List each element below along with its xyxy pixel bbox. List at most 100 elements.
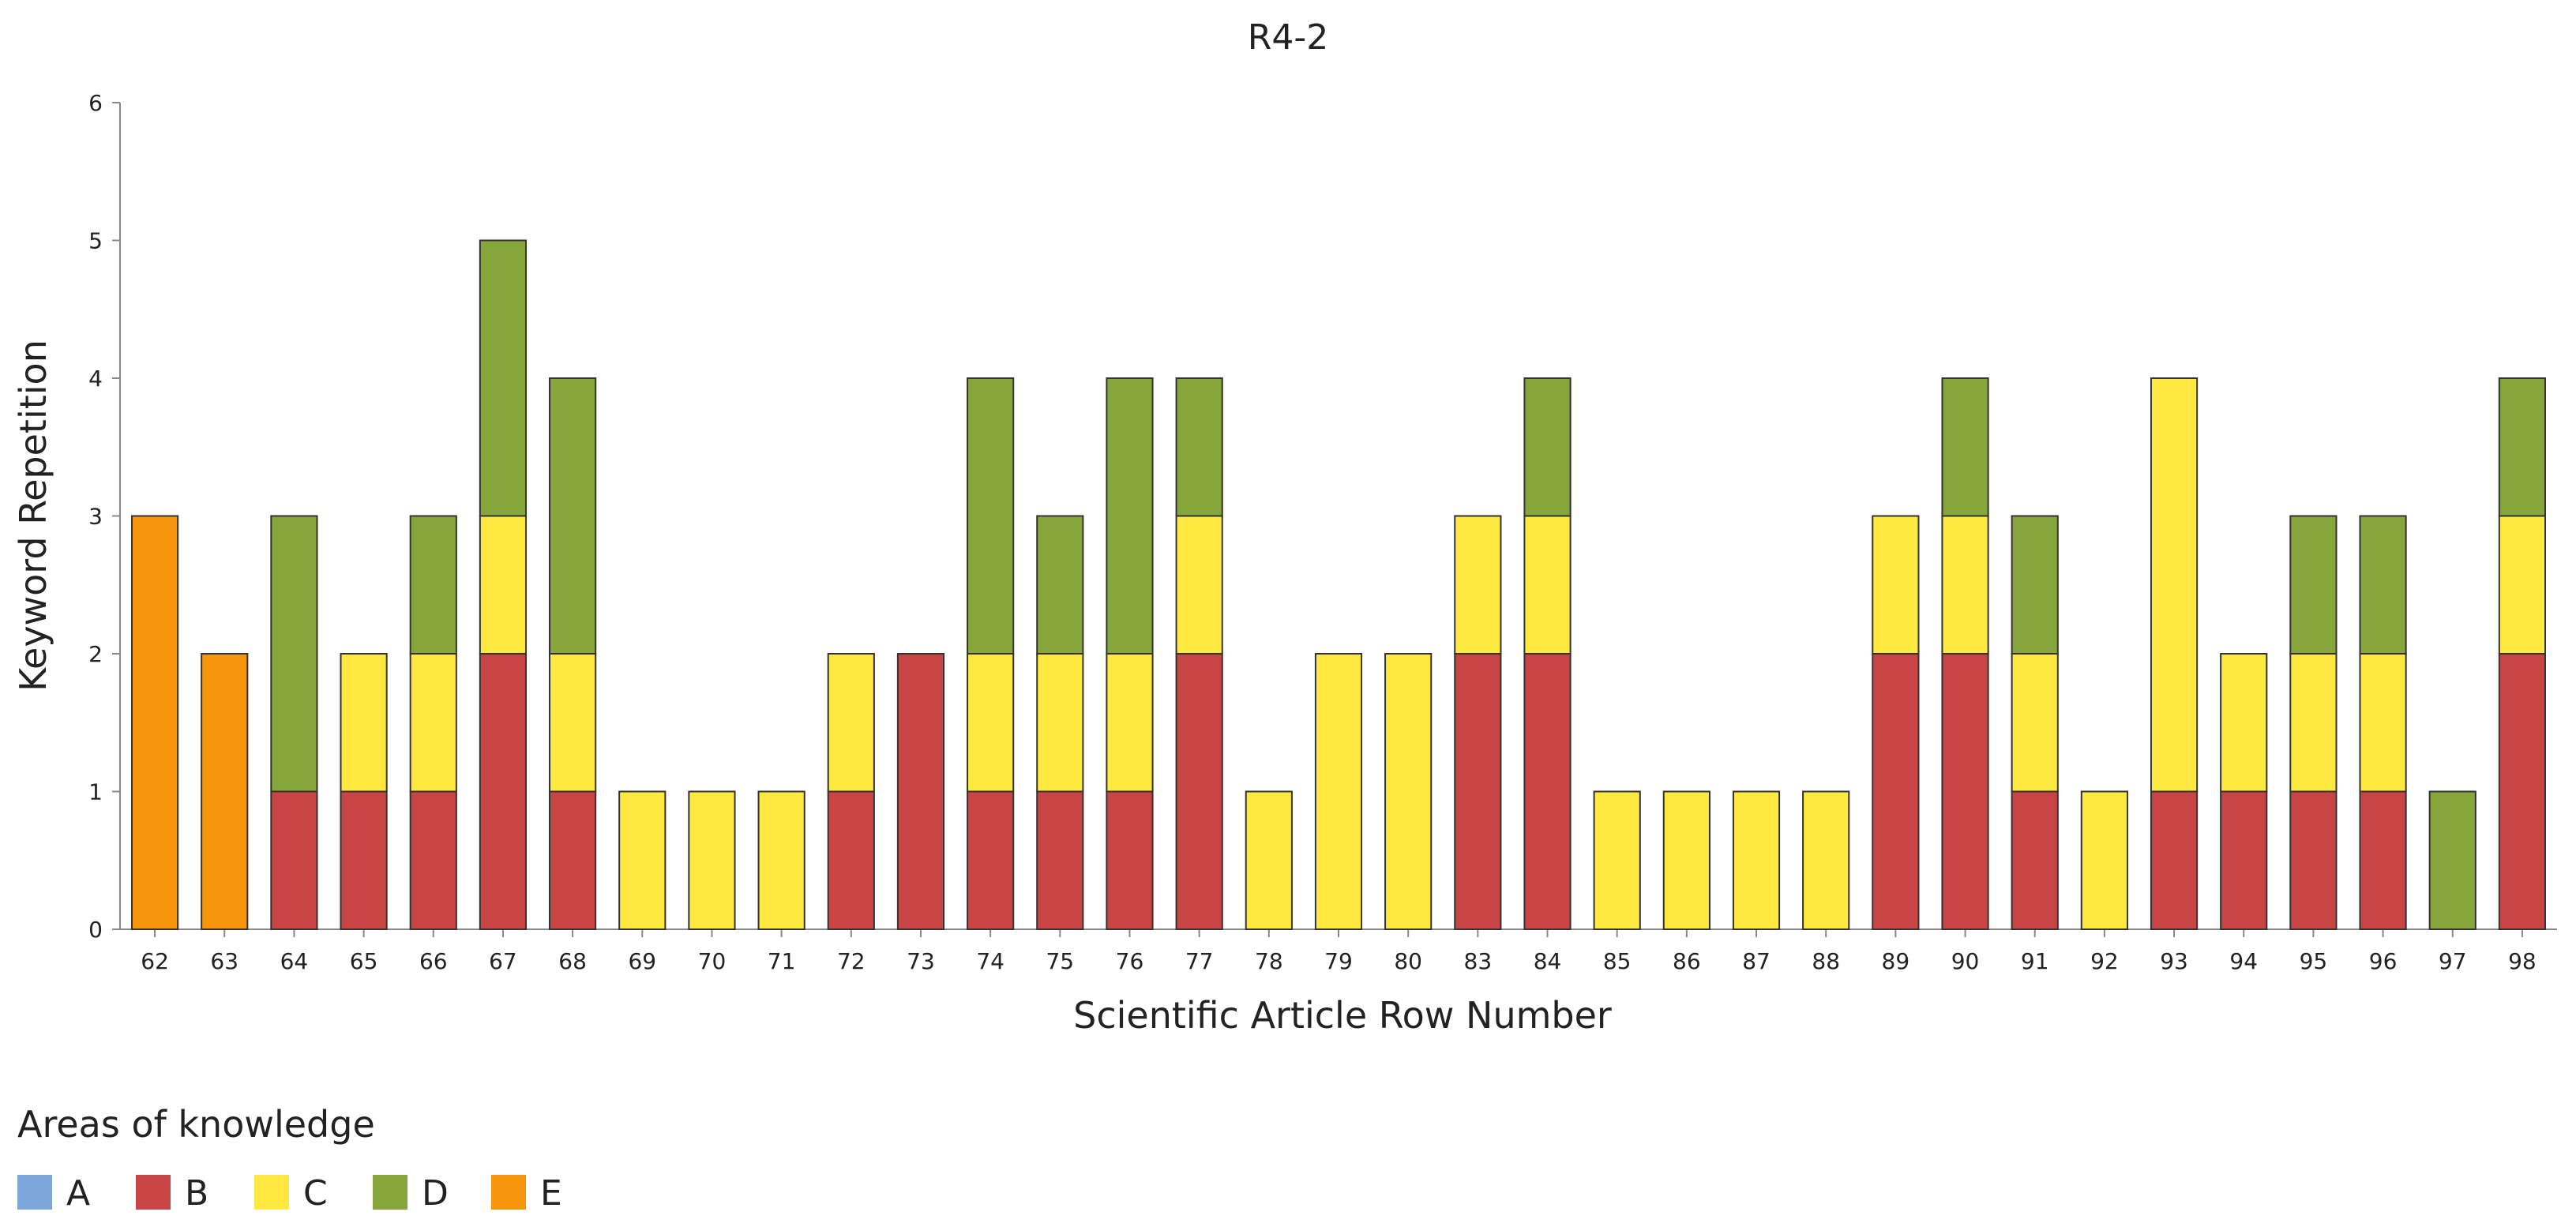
bar-segment-83-c [1454,515,1502,655]
x-tick-label: 95 [2300,948,2328,974]
x-tick-label: 62 [141,948,169,974]
bar-segment-77-b [1175,653,1223,930]
bar-segment-74-d [967,377,1015,655]
bar-segment-77-c [1175,515,1223,655]
bar-segment-95-c [2289,653,2338,793]
x-tick-label: 87 [1742,948,1771,974]
bar-segment-91-b [2011,790,2059,930]
legend-swatch-b [136,1175,171,1210]
x-tick-label: 92 [2090,948,2119,974]
bar-segment-77-d [1175,377,1223,517]
x-tick-label: 77 [1185,948,1214,974]
bar-segment-65-b [340,790,388,930]
y-tick-label: 5 [88,228,103,254]
bar-segment-75-c [1036,653,1084,793]
x-axis-label: Scientific Article Row Number [1073,994,1612,1037]
y-tick-label: 3 [88,504,103,530]
legend-swatch-a [17,1175,52,1210]
bar-segment-63-e [201,653,249,930]
bar-segment-75-b [1036,790,1084,930]
x-tick-label: 85 [1603,948,1632,974]
x-tick-label: 86 [1673,948,1701,974]
x-tick-label: 69 [628,948,656,974]
bar-segment-85-c [1593,790,1641,930]
bar-segment-84-d [1523,377,1572,517]
x-tick-label: 63 [210,948,238,974]
x-tick-label: 97 [2439,948,2467,974]
x-tick-label: 74 [976,948,1004,974]
bar-segment-76-c [1106,653,1154,793]
legend: A B C D E [17,1173,562,1214]
x-tick-label: 66 [419,948,448,974]
bar-segment-89-b [1872,653,1920,930]
bar-segment-78-c [1245,790,1293,930]
y-tick-label: 0 [88,917,103,943]
legend-label-c: C [303,1173,328,1214]
x-tick-label: 88 [1812,948,1840,974]
legend-swatch-e [491,1175,526,1210]
x-tick-label: 76 [1116,948,1144,974]
bar-segment-68-d [549,377,597,655]
bar-segment-67-c [479,515,528,655]
bar-segment-84-b [1523,653,1572,930]
bar-segment-93-b [2150,790,2199,930]
x-tick-label: 72 [837,948,866,974]
bar-segment-98-b [2498,653,2547,930]
bar-segment-76-b [1106,790,1154,930]
bar-segment-80-c [1384,653,1433,930]
bar-segment-76-d [1106,377,1154,655]
bar-segment-97-d [2428,790,2476,930]
bar-segment-94-b [2220,790,2268,930]
bar-segment-92-c [2080,790,2128,930]
x-tick-label: 98 [2508,948,2537,974]
legend-swatch-d [373,1175,407,1210]
y-axis-label: Keyword Repetition [12,340,54,692]
x-tick-label: 67 [489,948,517,974]
bar-segment-84-c [1523,515,1572,655]
y-tick-label: 2 [88,641,103,667]
legend-swatch-c [254,1175,289,1210]
bar-segment-79-c [1314,653,1363,930]
bar-segment-90-d [1941,377,1989,517]
bar-segment-91-d [2011,515,2059,655]
bar-segment-87-c [1732,790,1781,930]
bar-segment-72-b [827,790,875,930]
x-tick-label: 71 [768,948,796,974]
bar-segment-68-b [549,790,597,930]
y-tick-label: 4 [88,366,103,392]
x-tick-label: 93 [2160,948,2188,974]
bar-segment-73-b [896,653,945,930]
y-tick-label: 1 [88,779,103,805]
bar-segment-64-d [270,515,318,793]
bar-segment-96-d [2359,515,2407,655]
chart-title: R4-2 [1248,17,1328,58]
bar-segment-74-b [967,790,1015,930]
bar-segment-91-c [2011,653,2059,793]
x-tick-label: 79 [1324,948,1353,974]
legend-title: Areas of knowledge [17,1103,375,1146]
x-tick-label: 90 [1951,948,1980,974]
bar-segment-86-c [1662,790,1710,930]
bar-segment-95-d [2289,515,2338,655]
bar-segment-98-c [2498,515,2547,655]
bar-segment-66-d [409,515,457,655]
x-tick-label: 80 [1394,948,1422,974]
x-tick-label: 89 [1882,948,1910,974]
x-axis: 62 63 64 65 66 67 68 69 70 71 72 73 74 75 76 77 78 79 80 83… [120,929,2557,974]
x-tick-label: 94 [2229,948,2258,974]
x-tick-label: 64 [280,948,309,974]
bar-segment-68-c [549,653,597,793]
x-tick-label: 75 [1046,948,1074,974]
x-tick-label: 70 [698,948,727,974]
legend-label-a: A [66,1173,90,1214]
bar-segment-83-b [1454,653,1502,930]
bar-segment-62-e [130,515,179,930]
bar-segment-95-b [2289,790,2338,930]
bar-segment-98-d [2498,377,2547,517]
bar-segment-66-b [409,790,457,930]
bar-segment-64-b [270,790,318,930]
legend-label-b: B [185,1173,208,1214]
x-tick-label: 96 [2369,948,2398,974]
bar-segment-65-c [340,653,388,793]
